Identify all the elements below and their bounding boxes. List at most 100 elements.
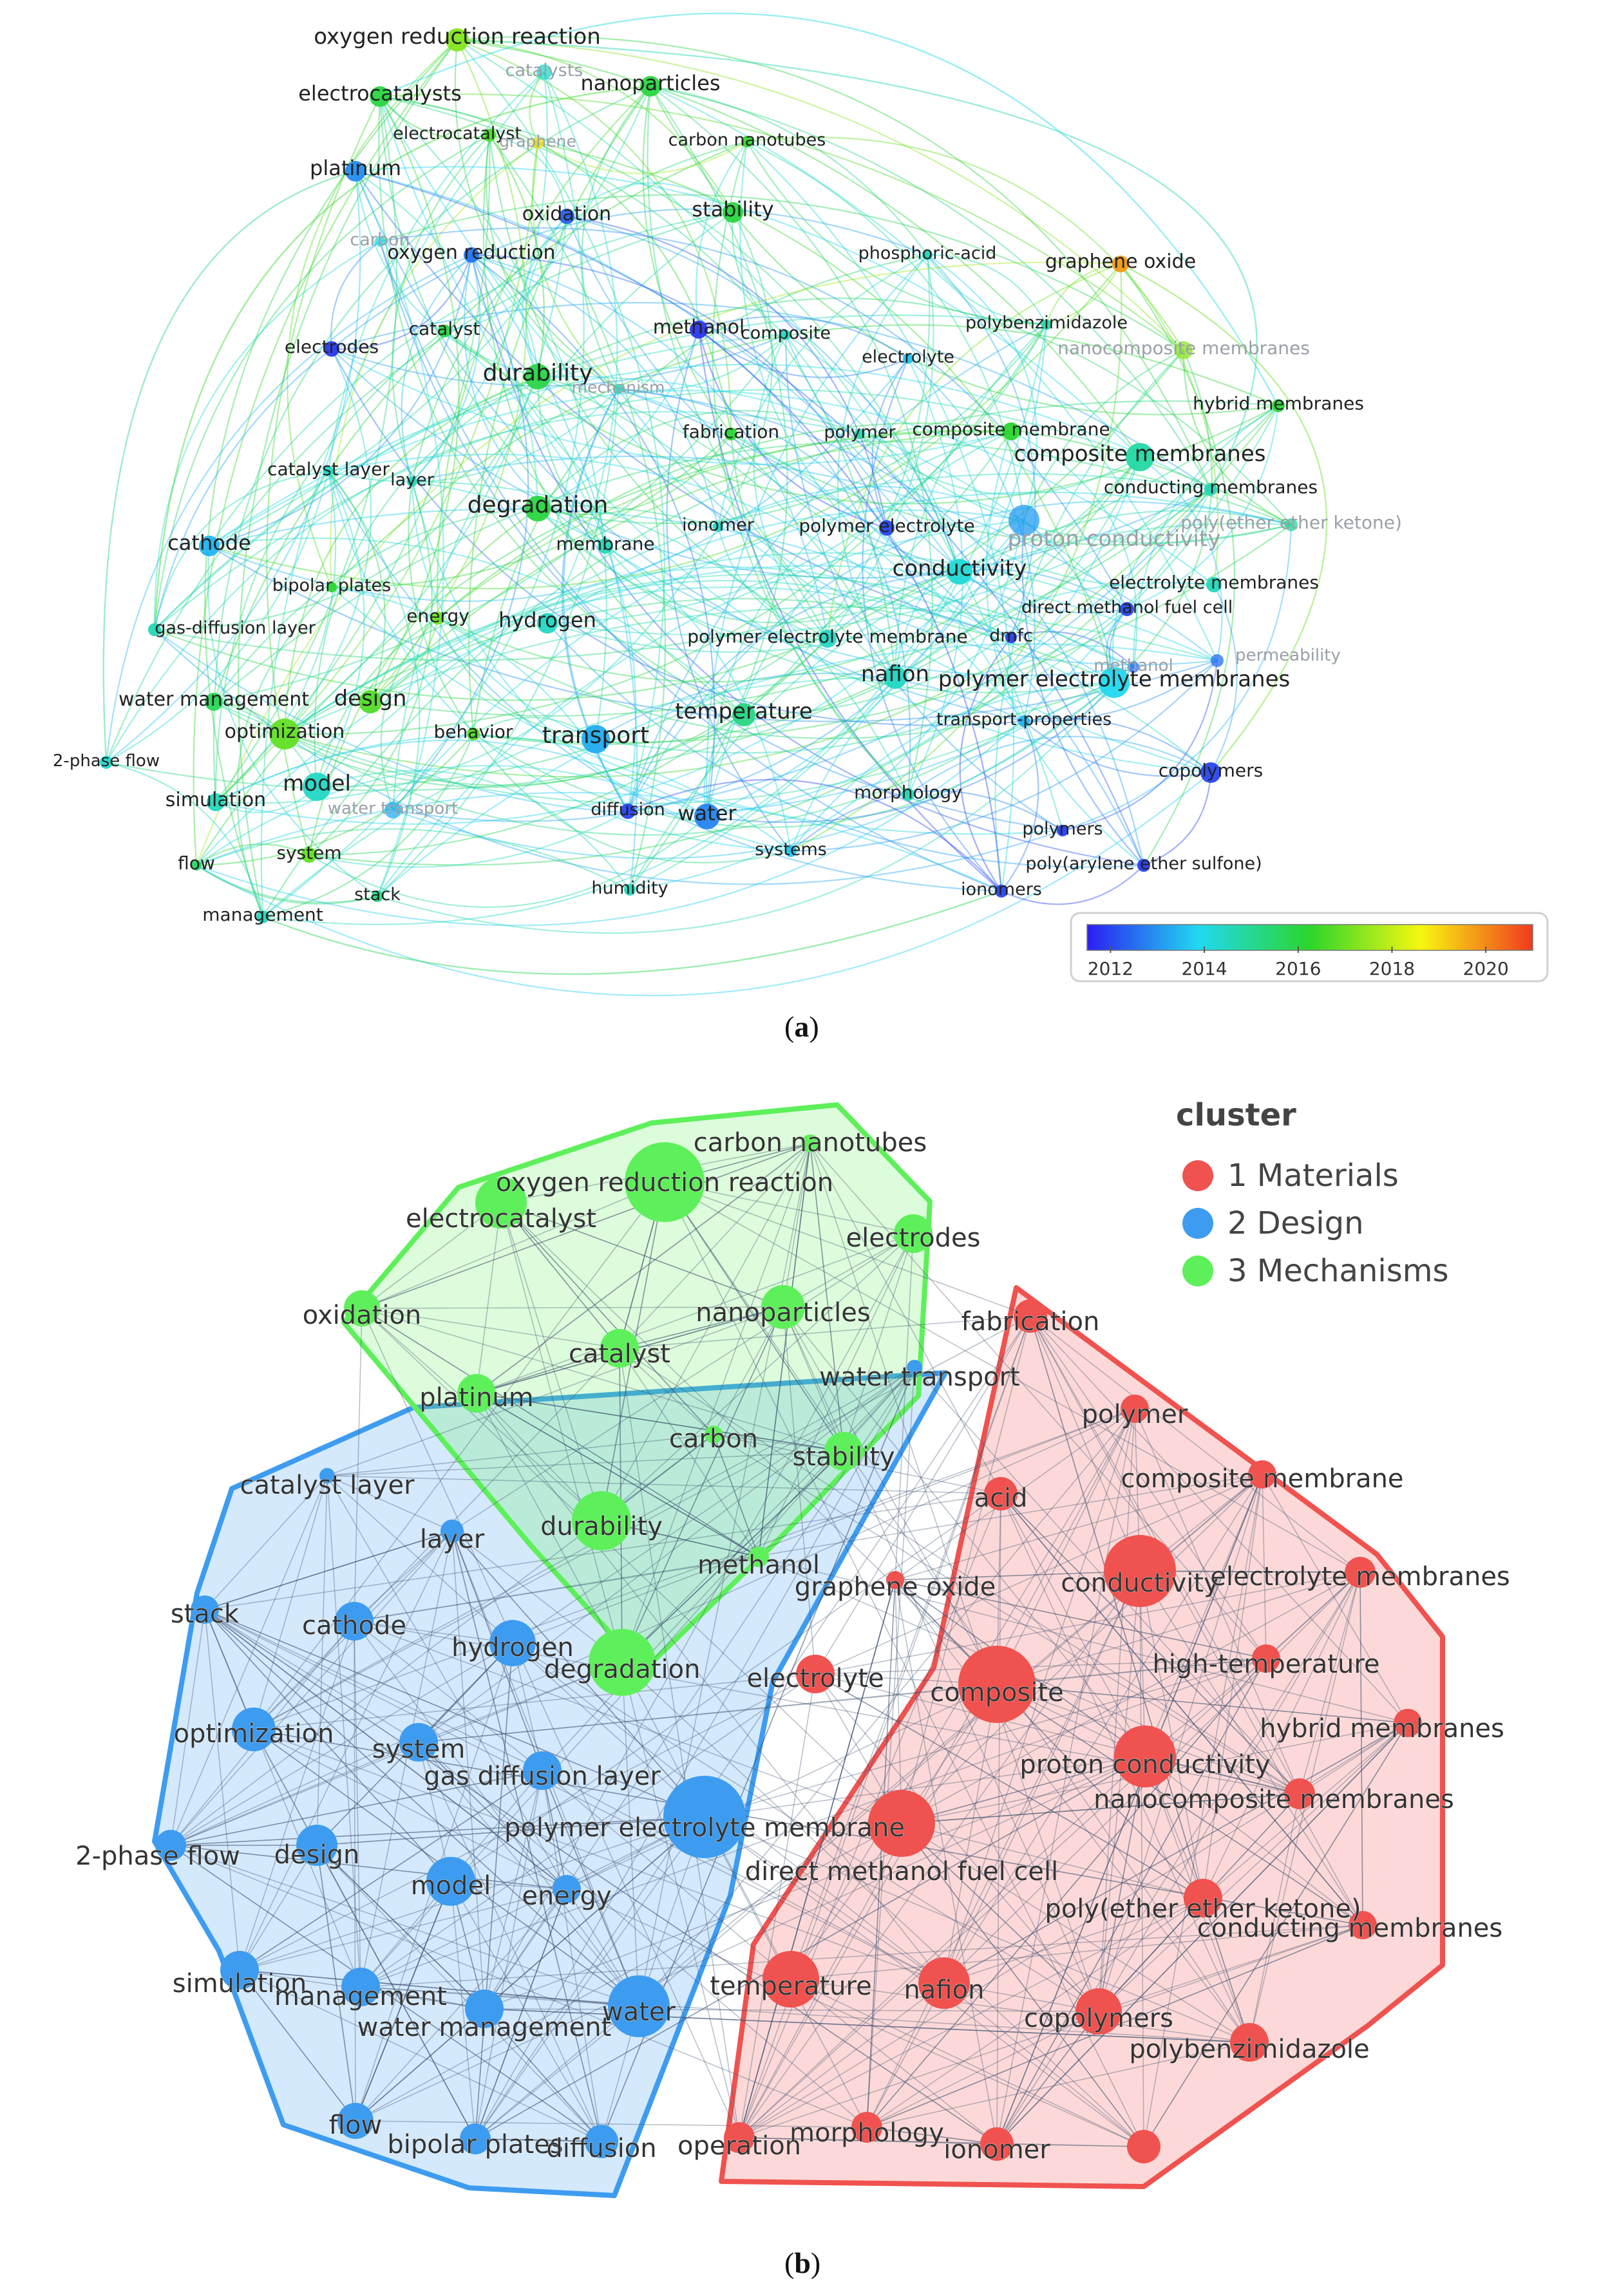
link — [537, 375, 828, 639]
node-nanocomposite-membranes — [1284, 1778, 1315, 1809]
label-hydrogen: hydrogen — [451, 1633, 574, 1662]
link — [894, 324, 1047, 678]
node-conductivity — [947, 559, 972, 585]
link — [457, 39, 734, 213]
link — [475, 1888, 567, 2140]
link — [566, 215, 888, 529]
link — [153, 470, 329, 630]
link — [316, 431, 1012, 788]
link — [500, 1202, 620, 1349]
label-diffusion: diffusion — [546, 2134, 656, 2163]
link — [284, 324, 1047, 735]
legend-swatch-3-mechanisms — [1182, 1256, 1213, 1286]
node-high-temperature — [1252, 1644, 1280, 1673]
link — [354, 1621, 639, 2007]
link — [698, 315, 909, 359]
link — [619, 1315, 1031, 1349]
link — [361, 1181, 665, 1309]
link — [253, 1475, 328, 1730]
link — [595, 405, 1279, 754]
link — [782, 1306, 998, 1685]
node-polymer-electrolyte — [879, 520, 895, 536]
link — [782, 1306, 816, 1675]
link — [815, 1474, 1263, 1675]
node-ionomer — [713, 522, 723, 532]
label-layer: layer — [420, 1525, 485, 1554]
link — [713, 1434, 759, 1557]
node-simulation — [207, 793, 225, 811]
link — [209, 254, 473, 547]
link — [1098, 1897, 1204, 2012]
link — [354, 1556, 759, 1622]
link — [871, 358, 909, 529]
link — [489, 134, 568, 217]
label-fabrication: fabrication — [961, 1307, 1100, 1337]
link — [262, 890, 1002, 975]
link — [471, 254, 887, 529]
link — [996, 1658, 1267, 1685]
link — [484, 1888, 567, 2009]
link — [566, 182, 734, 217]
link — [895, 1579, 1250, 2043]
link — [1139, 1570, 1361, 1573]
link — [1023, 720, 1211, 777]
link — [866, 2042, 1250, 2128]
node-water — [608, 1975, 670, 2037]
node-electrolyte — [903, 353, 913, 364]
node-catalyst-layer — [323, 466, 334, 476]
link — [943, 1722, 1408, 1984]
legend-item-3-mechanisms: 3 Mechanisms — [1227, 1253, 1449, 1289]
link — [927, 254, 1047, 326]
link — [418, 1742, 567, 1890]
link — [704, 1756, 1146, 1818]
link — [866, 1579, 896, 2128]
link — [1030, 1315, 1204, 1899]
link — [370, 552, 1128, 702]
node-oxygen-reduction-reaction — [446, 28, 469, 52]
link — [360, 1986, 639, 2007]
node-carbon-nanotubes — [741, 136, 753, 147]
link — [713, 1434, 1300, 1794]
link — [379, 93, 1184, 351]
link — [746, 141, 1025, 521]
label-oxidation: oxidation — [303, 1301, 422, 1330]
link — [500, 1202, 602, 1521]
node-hydrogen — [537, 613, 558, 634]
link — [451, 1233, 914, 1532]
link — [758, 1556, 1408, 1724]
link — [253, 1729, 945, 1984]
link — [154, 350, 1184, 701]
link — [327, 1451, 844, 1476]
link — [810, 1143, 1099, 2012]
link — [547, 489, 1211, 635]
label-poly-arylene-ether-sulfone: poly(arylene ether sulfone) — [1025, 854, 1262, 874]
link — [444, 330, 607, 547]
link — [418, 1742, 567, 1890]
link — [1030, 1315, 1363, 1926]
label-gas-diffusion-layer: gas diffusion layer — [424, 1762, 661, 1791]
node-poly-ether-ether-ketone — [1184, 1879, 1222, 1917]
link — [730, 433, 960, 573]
label-fabrication: fabrication — [683, 421, 779, 442]
link — [102, 170, 356, 763]
link — [239, 1845, 317, 1971]
link — [901, 1315, 1031, 1824]
link — [621, 1451, 844, 1663]
node-methanol — [690, 321, 708, 339]
link — [837, 254, 928, 678]
link — [316, 1475, 328, 1846]
link — [215, 96, 398, 803]
link — [895, 1579, 1204, 1899]
legend-item-1-materials: 1 Materials — [1227, 1158, 1399, 1194]
link — [392, 135, 490, 482]
node-transport-properties — [1018, 715, 1030, 727]
link — [475, 1888, 567, 2140]
label-composite-membrane: composite membrane — [1121, 1464, 1403, 1494]
link — [743, 456, 1141, 716]
label-poly-ether-ether-ketone: poly(ether ether ketone) — [1180, 512, 1402, 533]
label-nafion: nafion — [904, 1975, 985, 2005]
link — [476, 1143, 811, 1394]
link — [354, 1530, 453, 1622]
node-polymer-electrolyte-membrane — [819, 630, 837, 648]
